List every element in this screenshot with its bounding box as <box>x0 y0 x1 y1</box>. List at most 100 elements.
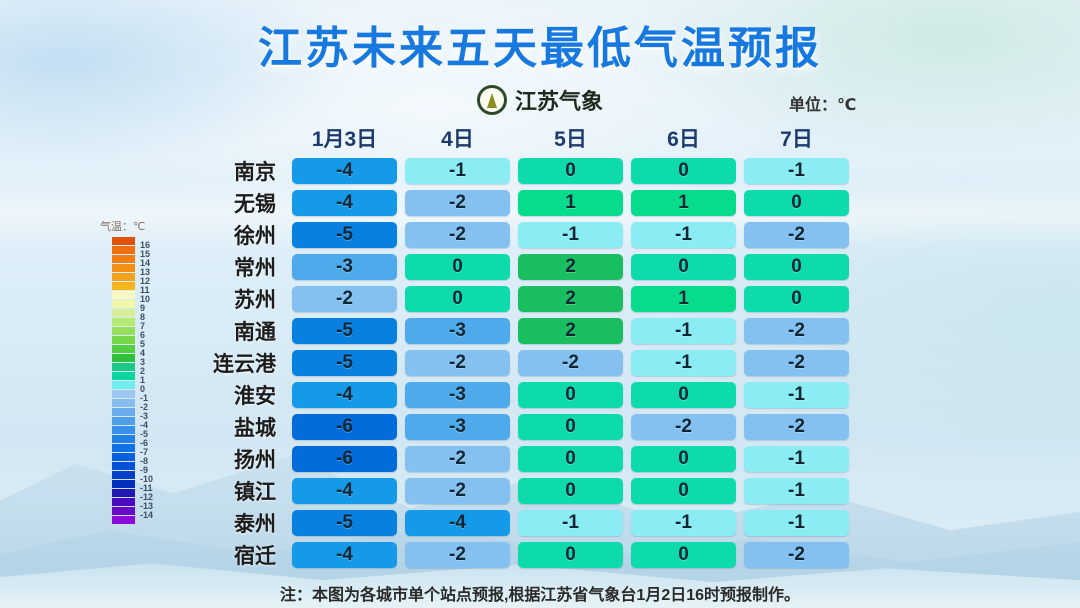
temp-cell: -4 <box>292 478 397 504</box>
legend-label: -13 <box>140 501 154 511</box>
legend-item: 1 <box>112 372 145 385</box>
city-label: 盐城 <box>234 417 276 440</box>
temp-cell: -4 <box>292 190 397 216</box>
legend-item: 5 <box>112 336 145 349</box>
temp-cell: 2 <box>518 254 623 280</box>
temp-cell: 0 <box>518 446 623 472</box>
temp-cell: 0 <box>631 382 736 408</box>
table-row: 镇江 -4 -2 0 0 -1 <box>200 478 849 504</box>
temp-cell: 0 <box>744 254 849 280</box>
legend-label: 1 <box>140 375 146 385</box>
temp-cell: 0 <box>631 158 736 184</box>
legend-item: 9 <box>112 300 145 313</box>
legend-item: -2 <box>112 399 148 412</box>
legend-label: -6 <box>140 438 149 448</box>
temp-cell: -2 <box>405 446 510 472</box>
legend-swatch <box>112 300 135 308</box>
legend-label: 11 <box>140 285 150 295</box>
temp-cell: -4 <box>405 510 510 536</box>
temp-cell: 0 <box>518 414 623 440</box>
temp-cell: 0 <box>744 286 849 312</box>
legend-item: 3 <box>112 354 145 367</box>
temperature-legend: 气温：℃ 16 15 14 13 12 11 10 9 8 7 6 5 4 3 2 1 0 -1 -2 -3 -4 -5-… <box>100 218 153 525</box>
legend-swatch <box>112 480 135 488</box>
temp-cell: -1 <box>744 478 849 504</box>
city-label: 南京 <box>234 161 276 184</box>
temp-cell: -5 <box>292 350 397 376</box>
legend-label: 10 <box>140 294 151 304</box>
temp-cell: -3 <box>405 382 510 408</box>
legend-swatch <box>112 381 135 389</box>
forecast-table: 1月3日 4日 5日 6日 7日 南京 -4 -1 0 0 -1 无锡 -4 -2 1 1 0 徐州 -5 -2 -1… <box>200 129 849 574</box>
temp-cell: 0 <box>631 542 736 568</box>
legend-item: 13 <box>112 264 150 277</box>
city-label: 徐州 <box>234 225 276 248</box>
legend-swatch <box>112 264 135 272</box>
temp-cell: -1 <box>518 510 623 536</box>
temp-cell: -1 <box>631 318 736 344</box>
legend-swatch <box>112 498 135 506</box>
legend-label: -10 <box>140 474 154 484</box>
temp-cell: -4 <box>292 542 397 568</box>
legend-label: 5 <box>140 339 146 349</box>
legend-swatch <box>112 390 135 398</box>
temp-cell: 0 <box>518 382 623 408</box>
table-row: 徐州 -5 -2 -1 -1 -2 <box>200 222 849 248</box>
legend-swatch <box>112 354 135 362</box>
temp-cell: -1 <box>744 158 849 184</box>
temp-cell: -6 <box>292 446 397 472</box>
unit-label: 单位：℃ <box>789 97 857 114</box>
temp-cell: -1 <box>744 382 849 408</box>
legend-label: -8 <box>140 456 149 466</box>
legend-label: 3 <box>140 357 146 367</box>
temp-cell: -5 <box>292 510 397 536</box>
legend-title: 气温：℃ <box>100 221 146 233</box>
city-label: 常州 <box>234 257 276 280</box>
temp-cell: 0 <box>405 286 510 312</box>
legend-item: -14 <box>112 507 153 520</box>
legend-swatch <box>112 426 135 434</box>
temp-cell: -1 <box>744 446 849 472</box>
legend-swatch <box>112 372 135 380</box>
legend-item: -7 <box>112 444 148 457</box>
legend-swatch <box>112 318 135 326</box>
legend-swatch <box>112 255 135 263</box>
page-title: 江苏未来五天最低气温预报 <box>258 24 822 73</box>
legend-item: -5 <box>112 426 148 439</box>
legend-swatch <box>112 471 135 479</box>
legend-item <box>112 516 135 525</box>
city-label: 淮安 <box>234 385 276 408</box>
temp-cell: 0 <box>518 542 623 568</box>
footnote: 注：本图为各城市单个站点预报,根据江苏省气象台1月2日16时预报制作。 <box>279 587 801 604</box>
legend-swatch <box>112 309 135 317</box>
table-row: 淮安 -4 -3 0 0 -1 <box>200 382 849 408</box>
legend-item: 8 <box>112 309 145 322</box>
legend-label: 14 <box>140 258 151 268</box>
legend-item: -8 <box>112 453 148 466</box>
temp-cell: -3 <box>405 318 510 344</box>
temp-cell: -1 <box>744 510 849 536</box>
city-label: 宿迁 <box>234 545 276 568</box>
legend-item: 16 <box>112 237 150 250</box>
legend-item: -6 <box>112 435 148 448</box>
pagoda-icon <box>486 93 497 108</box>
date-header: 5日 <box>554 128 587 151</box>
temp-cell: 0 <box>631 254 736 280</box>
legend-label: 2 <box>140 366 146 376</box>
legend-label: -5 <box>140 429 149 439</box>
legend-item: 15 <box>112 246 150 259</box>
legend-item: -12 <box>112 489 153 502</box>
city-label: 镇江 <box>234 481 276 504</box>
temp-cell: 0 <box>518 478 623 504</box>
legend-swatch <box>112 435 135 443</box>
city-label: 扬州 <box>234 449 276 472</box>
legend-item: 2 <box>112 363 145 376</box>
legend-label: 16 <box>140 240 151 250</box>
legend-swatch <box>112 408 135 416</box>
legend-item: 14 <box>112 255 150 268</box>
legend-label: -9 <box>140 465 149 475</box>
temp-cell: -2 <box>744 318 849 344</box>
legend-label: 12 <box>140 276 151 286</box>
temp-cell: -5 <box>292 222 397 248</box>
temp-cell: 0 <box>631 478 736 504</box>
